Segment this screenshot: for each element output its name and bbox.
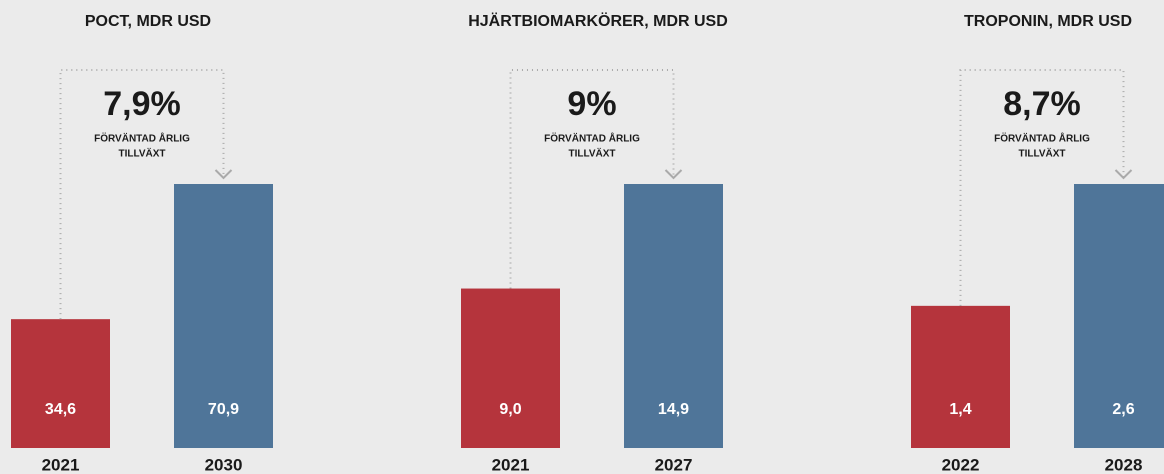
value-label: 2,6 [1112,401,1134,418]
growth-caption: TILLVÄXT [1018,147,1065,160]
bar [911,305,1010,448]
chart-title: POCT, MDR USD [85,13,211,30]
category-label: 2030 [205,455,243,474]
connector [509,69,675,289]
category-label: 2021 [42,455,80,474]
value-label: 70,9 [208,401,239,418]
growth-rate: 7,9% [103,85,181,123]
growth-caption: FÖRVÄNTAD ÅRLIG [544,132,640,145]
growth-rate: 9% [567,85,616,123]
chart-title: TROPONIN, MDR USD [964,13,1132,30]
bar [11,319,110,448]
value-label: 9,0 [499,401,521,418]
category-label: 2027 [655,455,693,474]
connector [59,69,225,320]
bar [174,184,273,448]
chevron [664,169,683,180]
growth-caption: FÖRVÄNTAD ÅRLIG [994,132,1090,145]
growth-caption: FÖRVÄNTAD ÅRLIG [94,132,190,145]
value-label: 34,6 [45,401,76,418]
bar [624,184,723,448]
growth-caption: TILLVÄXT [118,147,165,160]
category-label: 2022 [942,455,980,474]
bar [461,288,560,448]
category-label: 2021 [492,455,530,474]
bar [1074,184,1164,448]
chevron [1114,169,1133,180]
value-label: 1,4 [949,401,971,418]
chevron [214,169,233,180]
growth-caption: TILLVÄXT [568,147,615,160]
growth-rate: 8,7% [1003,85,1081,123]
category-label: 2028 [1105,455,1143,474]
chart-title: HJÄRTBIOMARKÖRER, MDR USD [468,11,728,30]
value-label: 14,9 [658,401,689,418]
